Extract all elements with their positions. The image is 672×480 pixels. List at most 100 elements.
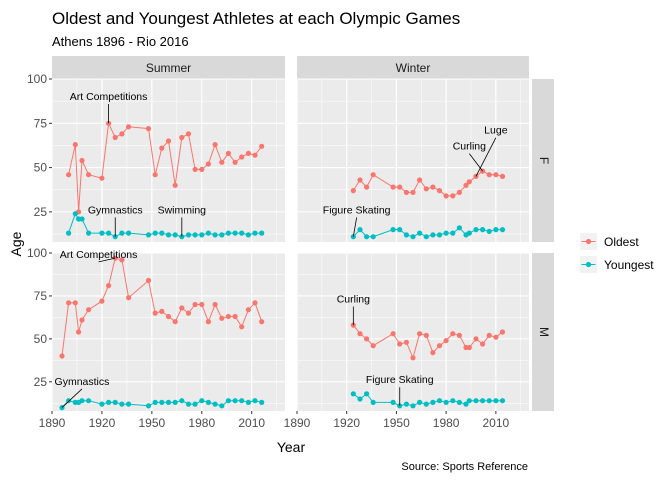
data-point-oldest xyxy=(165,138,172,144)
data-point-oldest xyxy=(159,145,165,151)
data-point-oldest xyxy=(232,159,238,165)
y-tick-label: 100 xyxy=(27,72,47,86)
x-tick-label: 1980 xyxy=(188,416,215,430)
chart-caption: Source: Sports Reference xyxy=(401,461,528,473)
panel-background xyxy=(52,253,285,411)
data-point-oldest xyxy=(350,188,356,194)
panel-winter-m: Curling Figure Skating 1890 1920 1950 1980 201… xyxy=(284,252,529,430)
strip-label-winter: Winter xyxy=(396,61,431,75)
data-point-oldest xyxy=(456,332,462,338)
data-point-oldest xyxy=(443,193,449,199)
data-point-oldest xyxy=(119,131,125,137)
strip-winter xyxy=(297,56,529,79)
data-point-youngest xyxy=(443,230,449,236)
data-point-youngest xyxy=(436,398,443,404)
facet-panels: Summer Winter F M Art Competitions Gymnastics… xyxy=(27,56,554,430)
data-point-youngest xyxy=(410,234,416,240)
data-point-youngest xyxy=(205,399,211,405)
series-line-youngest xyxy=(352,227,503,238)
data-point-oldest xyxy=(403,339,409,345)
y-axis-title: Age xyxy=(8,231,24,256)
data-point-oldest xyxy=(239,324,245,330)
data-point-youngest xyxy=(126,401,132,407)
data-point-oldest xyxy=(252,152,258,158)
y-tick-label: 75 xyxy=(34,116,48,130)
data-point-oldest xyxy=(239,154,245,160)
data-point-oldest xyxy=(119,257,125,263)
data-point-youngest xyxy=(192,401,198,407)
data-point-youngest xyxy=(145,403,152,409)
data-point-youngest xyxy=(493,398,499,404)
data-point-oldest xyxy=(390,184,396,190)
data-point-oldest xyxy=(76,329,82,335)
data-point-oldest xyxy=(99,175,105,181)
y-tick-label: 25 xyxy=(34,375,48,389)
data-point-oldest xyxy=(245,150,251,156)
data-point-oldest xyxy=(364,336,370,342)
data-point-youngest xyxy=(480,227,486,233)
data-point-youngest xyxy=(199,398,205,404)
series-line-oldest xyxy=(68,121,263,212)
data-point-youngest xyxy=(66,230,72,236)
y-tick-label: 50 xyxy=(34,332,48,346)
data-point-youngest xyxy=(119,401,125,407)
chart-title: Oldest and Youngest Athletes at each Oly… xyxy=(52,9,460,28)
data-point-oldest xyxy=(403,189,409,195)
panel-background xyxy=(52,79,285,242)
data-point-oldest xyxy=(86,307,92,313)
data-point-youngest xyxy=(212,232,218,238)
data-point-youngest xyxy=(417,230,423,236)
data-point-youngest xyxy=(152,399,158,405)
data-point-oldest xyxy=(410,355,416,361)
data-point-youngest xyxy=(350,391,356,397)
annotation-label: Luge xyxy=(484,125,508,137)
x-tick-label: 1980 xyxy=(433,416,460,430)
data-point-oldest xyxy=(126,295,132,301)
data-point-youngest xyxy=(225,398,231,404)
data-point-oldest xyxy=(126,124,132,130)
data-point-oldest xyxy=(152,172,158,178)
annotation-pointer xyxy=(352,217,358,237)
data-point-youngest xyxy=(232,398,238,404)
data-point-oldest xyxy=(185,310,192,316)
data-point-oldest xyxy=(423,332,429,338)
x-tick-label: 1950 xyxy=(383,416,410,430)
annotation-label: Art Competitions xyxy=(60,249,138,261)
legend-point-oldest xyxy=(585,238,592,245)
data-point-youngest xyxy=(456,225,462,231)
data-point-oldest xyxy=(172,182,178,188)
data-point-youngest xyxy=(259,230,265,236)
panel-summer-f: Art Competitions Gymnastics Swimming 25 50 75… xyxy=(27,72,285,242)
data-point-oldest xyxy=(225,313,231,320)
data-point-youngest xyxy=(152,230,158,236)
data-point-youngest xyxy=(99,401,105,407)
data-point-youngest xyxy=(364,234,370,240)
data-point-youngest xyxy=(390,227,396,233)
data-point-oldest xyxy=(450,331,456,337)
annotation-pointer xyxy=(475,137,497,177)
strip-f xyxy=(532,79,554,242)
data-point-oldest xyxy=(159,308,165,314)
data-point-oldest xyxy=(192,301,198,308)
data-point-youngest xyxy=(370,399,376,405)
data-point-youngest xyxy=(403,401,409,407)
annotation-pointer xyxy=(98,257,116,263)
data-point-oldest xyxy=(212,301,218,308)
data-point-oldest xyxy=(493,172,499,178)
data-point-youngest xyxy=(259,399,265,405)
data-point-oldest xyxy=(397,341,403,347)
data-point-oldest xyxy=(430,184,436,190)
data-point-oldest xyxy=(145,126,152,132)
data-point-oldest xyxy=(417,177,423,183)
data-point-youngest xyxy=(219,403,225,409)
data-point-oldest xyxy=(370,172,376,178)
data-point-youngest xyxy=(499,227,506,233)
x-tick-label: 1890 xyxy=(284,416,311,430)
data-point-oldest xyxy=(179,134,185,141)
data-point-oldest xyxy=(219,315,225,321)
data-point-youngest xyxy=(493,227,499,233)
data-point-youngest xyxy=(410,403,416,409)
data-point-youngest xyxy=(423,401,429,407)
data-point-oldest xyxy=(112,134,118,141)
data-point-oldest xyxy=(172,319,178,325)
